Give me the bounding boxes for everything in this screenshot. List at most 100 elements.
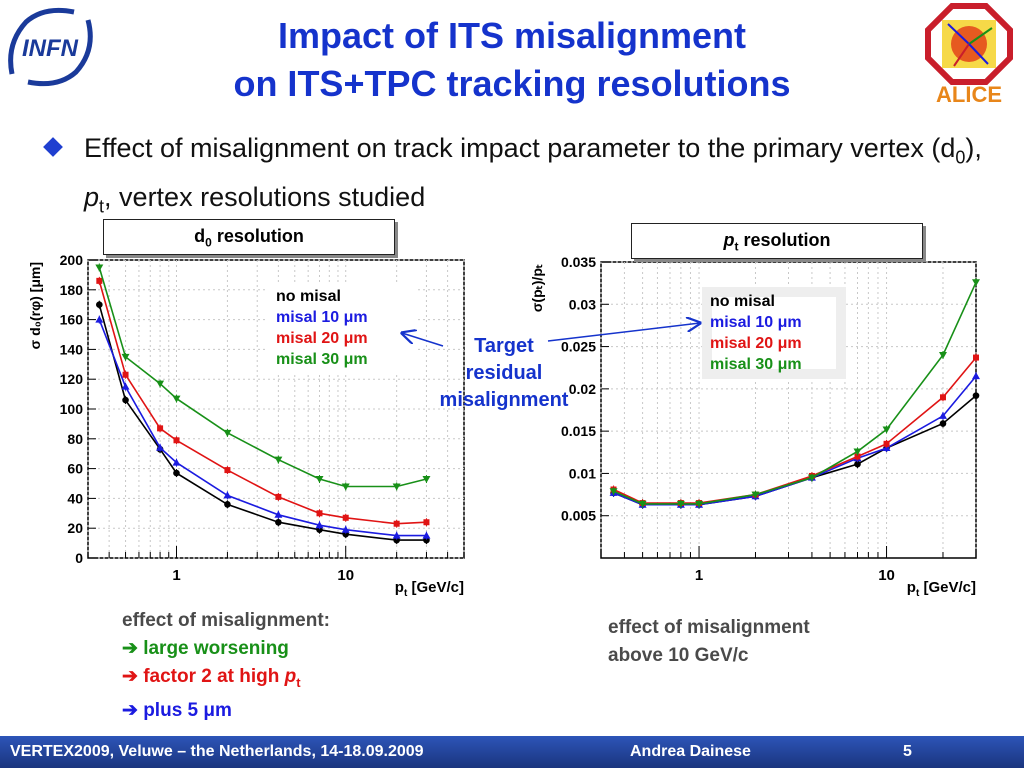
series-line [613, 357, 977, 504]
data-point [939, 420, 947, 427]
data-point [393, 520, 400, 527]
legend-item-misal-20: misal 20 μm [710, 335, 802, 352]
pt-box-italic: p [723, 230, 735, 250]
left-note-line-4: ➔ plus 5 μm [122, 697, 442, 725]
d0-resolution-box: d0 resolution [103, 219, 395, 255]
arrow-right-icon: ➔ [122, 699, 138, 721]
data-point [315, 476, 324, 484]
data-point [972, 392, 980, 399]
data-point [156, 380, 165, 388]
data-point [315, 521, 324, 529]
d0-chart-legend: no misal misal 10 μm misal 20 μm misal 3… [268, 282, 416, 374]
y-tick-label: 0.03 [569, 296, 596, 312]
left-note-line-2-text: large worsening [143, 638, 289, 659]
y-tick-label: 0.01 [569, 465, 596, 481]
data-point [274, 510, 283, 518]
data-point [122, 396, 129, 404]
d0-box-sub: 0 [205, 235, 212, 250]
legend-item-no-misal: no misal [276, 288, 341, 305]
series-line [98, 280, 427, 525]
target-line-1: Target [474, 335, 534, 357]
legend-item-no-misal: no misal [710, 293, 775, 310]
legend-item-misal-30: misal 30 μm [710, 356, 802, 373]
data-point [173, 437, 180, 444]
data-point [883, 440, 890, 447]
data-point [854, 453, 861, 460]
data-point [96, 301, 103, 308]
data-point [341, 483, 350, 491]
right-note: effect of misalignment above 10 GeV/c [608, 614, 928, 670]
data-point [95, 264, 104, 272]
title-line-1: Impact of ITS misalignment [277, 15, 747, 56]
y-tick-label: 0.02 [569, 381, 596, 397]
data-point [121, 353, 130, 361]
y-tick-label: 20 [67, 520, 83, 536]
y-axis-label: σ(pₜ)/pₜ [529, 264, 545, 312]
infn-logo: INFN [4, 4, 96, 90]
y-axis-label: σ d₀(rφ) [μm] [27, 262, 43, 349]
y-tick-label: 0 [75, 550, 83, 566]
left-note-line-3: ➔ factor 2 at high pt [122, 663, 442, 697]
data-point [275, 518, 282, 526]
data-point [224, 467, 231, 474]
data-point [392, 483, 401, 491]
y-tick-label: 120 [60, 371, 84, 387]
left-note-line-3-text: factor 2 at high [143, 666, 285, 687]
data-point [609, 488, 618, 496]
arrow-right-icon: ➔ [122, 638, 138, 659]
footer-author: Andrea Dainese [630, 743, 751, 760]
y-tick-label: 40 [67, 490, 83, 506]
legend-item-misal-10: misal 10 μm [276, 309, 368, 326]
data-point [972, 372, 980, 380]
data-point [392, 531, 401, 539]
data-point [882, 426, 891, 434]
x-axis-label: pt [GeV/c] [395, 579, 464, 599]
bullet-part-2: ), [965, 133, 982, 163]
pt-resolution-box: pt resolution [631, 223, 923, 259]
alice-logo-text: ALICE [936, 82, 1002, 106]
data-point [854, 460, 861, 468]
data-point [973, 354, 979, 361]
data-point [638, 500, 647, 508]
y-tick-label: 180 [60, 282, 84, 298]
data-point [939, 394, 946, 401]
d0-box-rest: resolution [211, 226, 304, 246]
y-tick-label: 160 [60, 312, 84, 328]
arrow-right-icon: ➔ [122, 666, 138, 687]
bullet-italic: p [84, 182, 100, 213]
left-note-line-1: effect of misalignment: [122, 610, 330, 631]
arrow-to-left-legend [402, 333, 444, 347]
legend-item-misal-30: misal 30 μm [276, 351, 368, 368]
data-point [751, 491, 760, 499]
slide-title: Impact of ITS misalignment on ITS+TPC tr… [0, 12, 1024, 108]
bullet-sub-2: t [99, 196, 105, 217]
bullet-sub-1: 0 [955, 147, 966, 168]
pt-box-sub: t [734, 239, 739, 254]
y-tick-label: 100 [60, 401, 84, 417]
left-note-line-2: ➔ large worsening [122, 635, 442, 663]
y-tick-label: 0.025 [561, 339, 596, 355]
data-point [938, 411, 947, 419]
data-point [676, 500, 685, 508]
y-tick-label: 200 [60, 252, 84, 268]
x-tick-label: 10 [337, 567, 354, 584]
data-point [695, 500, 704, 508]
x-axis-label: pt [GeV/c] [907, 579, 976, 599]
data-point [853, 448, 862, 456]
alice-logo: ALICE [918, 2, 1020, 107]
y-tick-label: 140 [60, 341, 84, 357]
pt-chart-legend: no misal misal 10 μm misal 20 μm misal 3… [702, 287, 846, 379]
target-line-2: residual [465, 362, 543, 384]
series-line [98, 319, 427, 537]
right-note-line-1: effect of misalignment [608, 617, 810, 638]
series-line [98, 267, 427, 488]
left-note-line-4-text: plus 5 μm [143, 699, 232, 721]
data-point [95, 315, 104, 323]
data-point [423, 519, 430, 526]
footer-conference: VERTEX2009, Veluwe – the Netherlands, 14… [10, 743, 424, 760]
right-note-line-2: above 10 GeV/c [608, 645, 749, 666]
y-tick-label: 0.005 [561, 508, 596, 524]
bullet-text: Effect of misalignment on track impact p… [84, 128, 984, 227]
series-line [98, 304, 427, 541]
data-point [223, 491, 232, 499]
